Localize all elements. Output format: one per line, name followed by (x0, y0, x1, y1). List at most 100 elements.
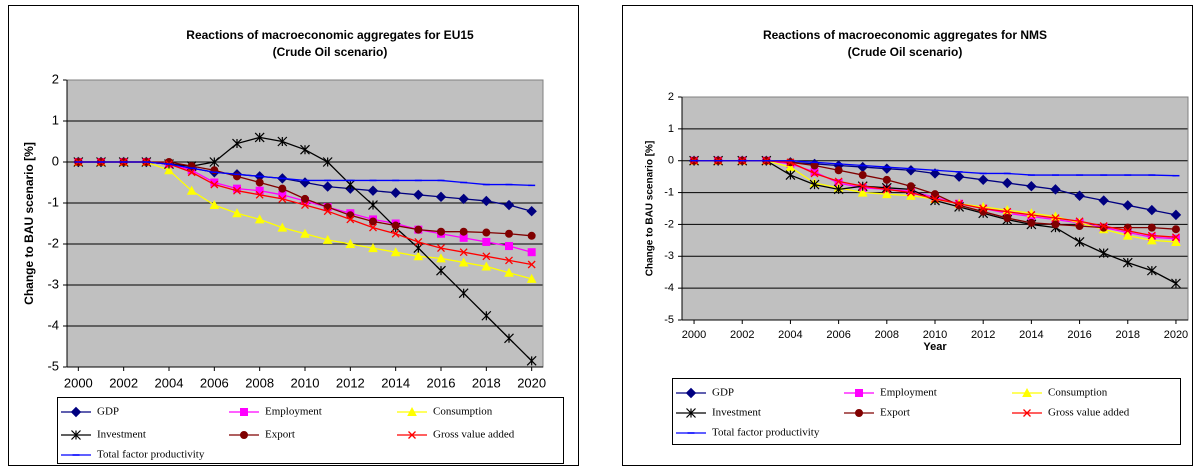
legend-frame (672, 378, 1181, 445)
marker (459, 248, 468, 257)
marker (277, 222, 288, 232)
x-tick-label: 2002 (730, 329, 754, 341)
marker (834, 166, 843, 175)
x-tick-label: 2018 (472, 375, 501, 390)
marker (278, 184, 287, 193)
marker (1022, 387, 1032, 397)
marker (685, 387, 697, 399)
x-tick-label: 2014 (381, 375, 410, 390)
marker (1023, 409, 1031, 417)
y-tick-label: -3 (47, 276, 59, 291)
marker (187, 168, 196, 177)
marker (368, 243, 378, 253)
y-tick-label: -1 (47, 194, 59, 209)
legend-label: GDP (712, 387, 734, 399)
marker (459, 227, 468, 236)
x-tick-label: 2000 (64, 375, 93, 390)
y-tick-label: -3 (664, 250, 674, 262)
marker (482, 228, 491, 237)
marker (505, 256, 513, 265)
marker (882, 185, 891, 194)
marker (527, 248, 536, 257)
marker (240, 408, 248, 416)
marker (369, 223, 377, 232)
marker (1002, 177, 1013, 189)
x-tick-label: 2016 (1067, 329, 1091, 341)
legend-label: Consumption (433, 406, 493, 418)
chart: Reactions of macroeconomic aggregates fo… (8, 5, 579, 466)
marker (278, 194, 287, 203)
x-axis-label: Year (923, 341, 947, 353)
marker (1074, 190, 1085, 201)
y-axis-label: Change to BAU scenario [%] (645, 141, 656, 277)
marker (458, 257, 469, 267)
marker (1122, 230, 1133, 240)
y-tick-label: -5 (664, 314, 674, 326)
legend-label: Investment (97, 429, 146, 441)
marker (1171, 225, 1180, 234)
marker (435, 191, 447, 203)
y-tick-label: -2 (47, 235, 59, 250)
marker (526, 273, 537, 283)
marker (1075, 222, 1084, 231)
y-tick-label: 0 (668, 155, 674, 167)
legend-label: Employment (265, 406, 322, 418)
marker (1027, 218, 1036, 227)
marker (686, 408, 696, 418)
marker (1099, 222, 1108, 230)
marker (482, 252, 491, 261)
marker (414, 237, 423, 246)
marker (855, 409, 863, 417)
marker (232, 138, 242, 149)
legend-label: Employment (880, 387, 937, 399)
marker (1171, 278, 1181, 289)
marker (1074, 237, 1085, 247)
legend-frame (57, 397, 564, 464)
marker (437, 227, 445, 236)
marker (855, 389, 863, 397)
marker (164, 165, 174, 175)
marker (1170, 209, 1182, 221)
y-tick-label: -4 (664, 282, 674, 294)
marker (1026, 180, 1037, 192)
marker (300, 144, 310, 155)
marker (979, 204, 988, 213)
marker (255, 190, 264, 199)
marker (458, 193, 469, 205)
marker (1147, 235, 1157, 245)
y-tick-label: 2 (52, 71, 59, 86)
plot-area (682, 97, 1188, 320)
marker (323, 207, 332, 216)
marker (322, 157, 333, 167)
marker (345, 179, 356, 190)
marker (240, 431, 248, 439)
marker (1147, 223, 1156, 232)
marker (481, 195, 492, 207)
x-tick-label: 2018 (1116, 329, 1140, 341)
x-tick-label: 2016 (427, 375, 456, 390)
marker (345, 238, 356, 248)
chart: Reactions of macroeconomic aggregates fo… (622, 5, 1193, 466)
marker (1147, 231, 1156, 240)
marker (186, 185, 197, 195)
marker (527, 260, 536, 269)
plot-area (67, 80, 543, 367)
x-tick-label: 2012 (336, 375, 365, 390)
marker (254, 132, 265, 143)
legend-label: GDP (97, 406, 119, 418)
legend-label: Gross value added (433, 429, 515, 441)
marker (407, 406, 417, 416)
marker (346, 215, 355, 224)
marker (527, 231, 536, 240)
marker (810, 169, 819, 178)
marker (414, 225, 423, 234)
x-tick-label: 2004 (155, 375, 184, 390)
marker (367, 185, 379, 196)
marker (368, 200, 378, 210)
marker (882, 175, 891, 184)
x-tick-label: 2008 (875, 329, 899, 341)
marker (505, 242, 513, 251)
y-tick-label: 0 (52, 153, 59, 168)
marker (1122, 200, 1133, 211)
marker (301, 194, 309, 203)
